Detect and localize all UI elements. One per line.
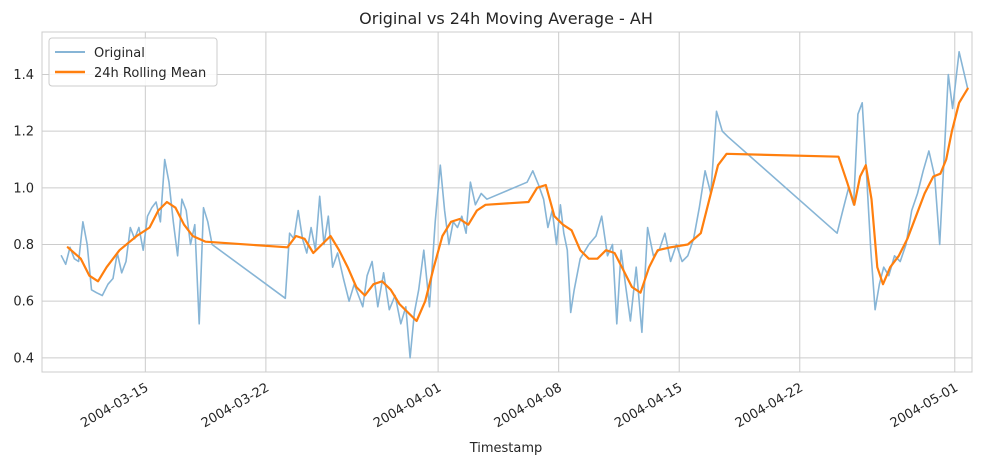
legend-label-rolling: 24h Rolling Mean	[94, 66, 206, 81]
x-tick-label: 2004-05-01	[888, 380, 961, 431]
legend: Original 24h Rolling Mean	[48, 37, 218, 87]
plot-frame	[41, 31, 973, 373]
x-tick-label: 2004-03-22	[199, 380, 272, 431]
series-layer	[60, 50, 969, 359]
y-tick-label: 1.0	[13, 181, 34, 196]
y-tick-label: 0.6	[13, 295, 34, 310]
x-axis-title: Timestamp	[469, 441, 543, 456]
y-tick-label: 0.8	[13, 238, 34, 253]
chart-title: Original vs 24h Moving Average - AH	[359, 9, 653, 28]
rolling-mean-series-line	[66, 87, 969, 323]
legend-label-original: Original	[94, 46, 145, 61]
x-tick-label: 2004-04-01	[371, 380, 444, 431]
x-tick-label: 2004-04-08	[492, 380, 565, 431]
original-series-line	[60, 50, 969, 359]
tick-labels: 0.4 0.6 0.8 1.0 1.2 1.4 2004-03-15 2004-03-22 20…	[13, 68, 960, 431]
y-tick-label: 1.4	[13, 68, 34, 83]
y-tick-label: 1.2	[13, 125, 34, 140]
y-tick-label: 0.4	[13, 351, 34, 366]
x-tick-label: 2004-04-15	[612, 380, 685, 431]
x-tick-label: 2004-04-22	[733, 380, 806, 431]
legend-box	[48, 37, 218, 87]
x-tick-label: 2004-03-15	[78, 380, 151, 431]
